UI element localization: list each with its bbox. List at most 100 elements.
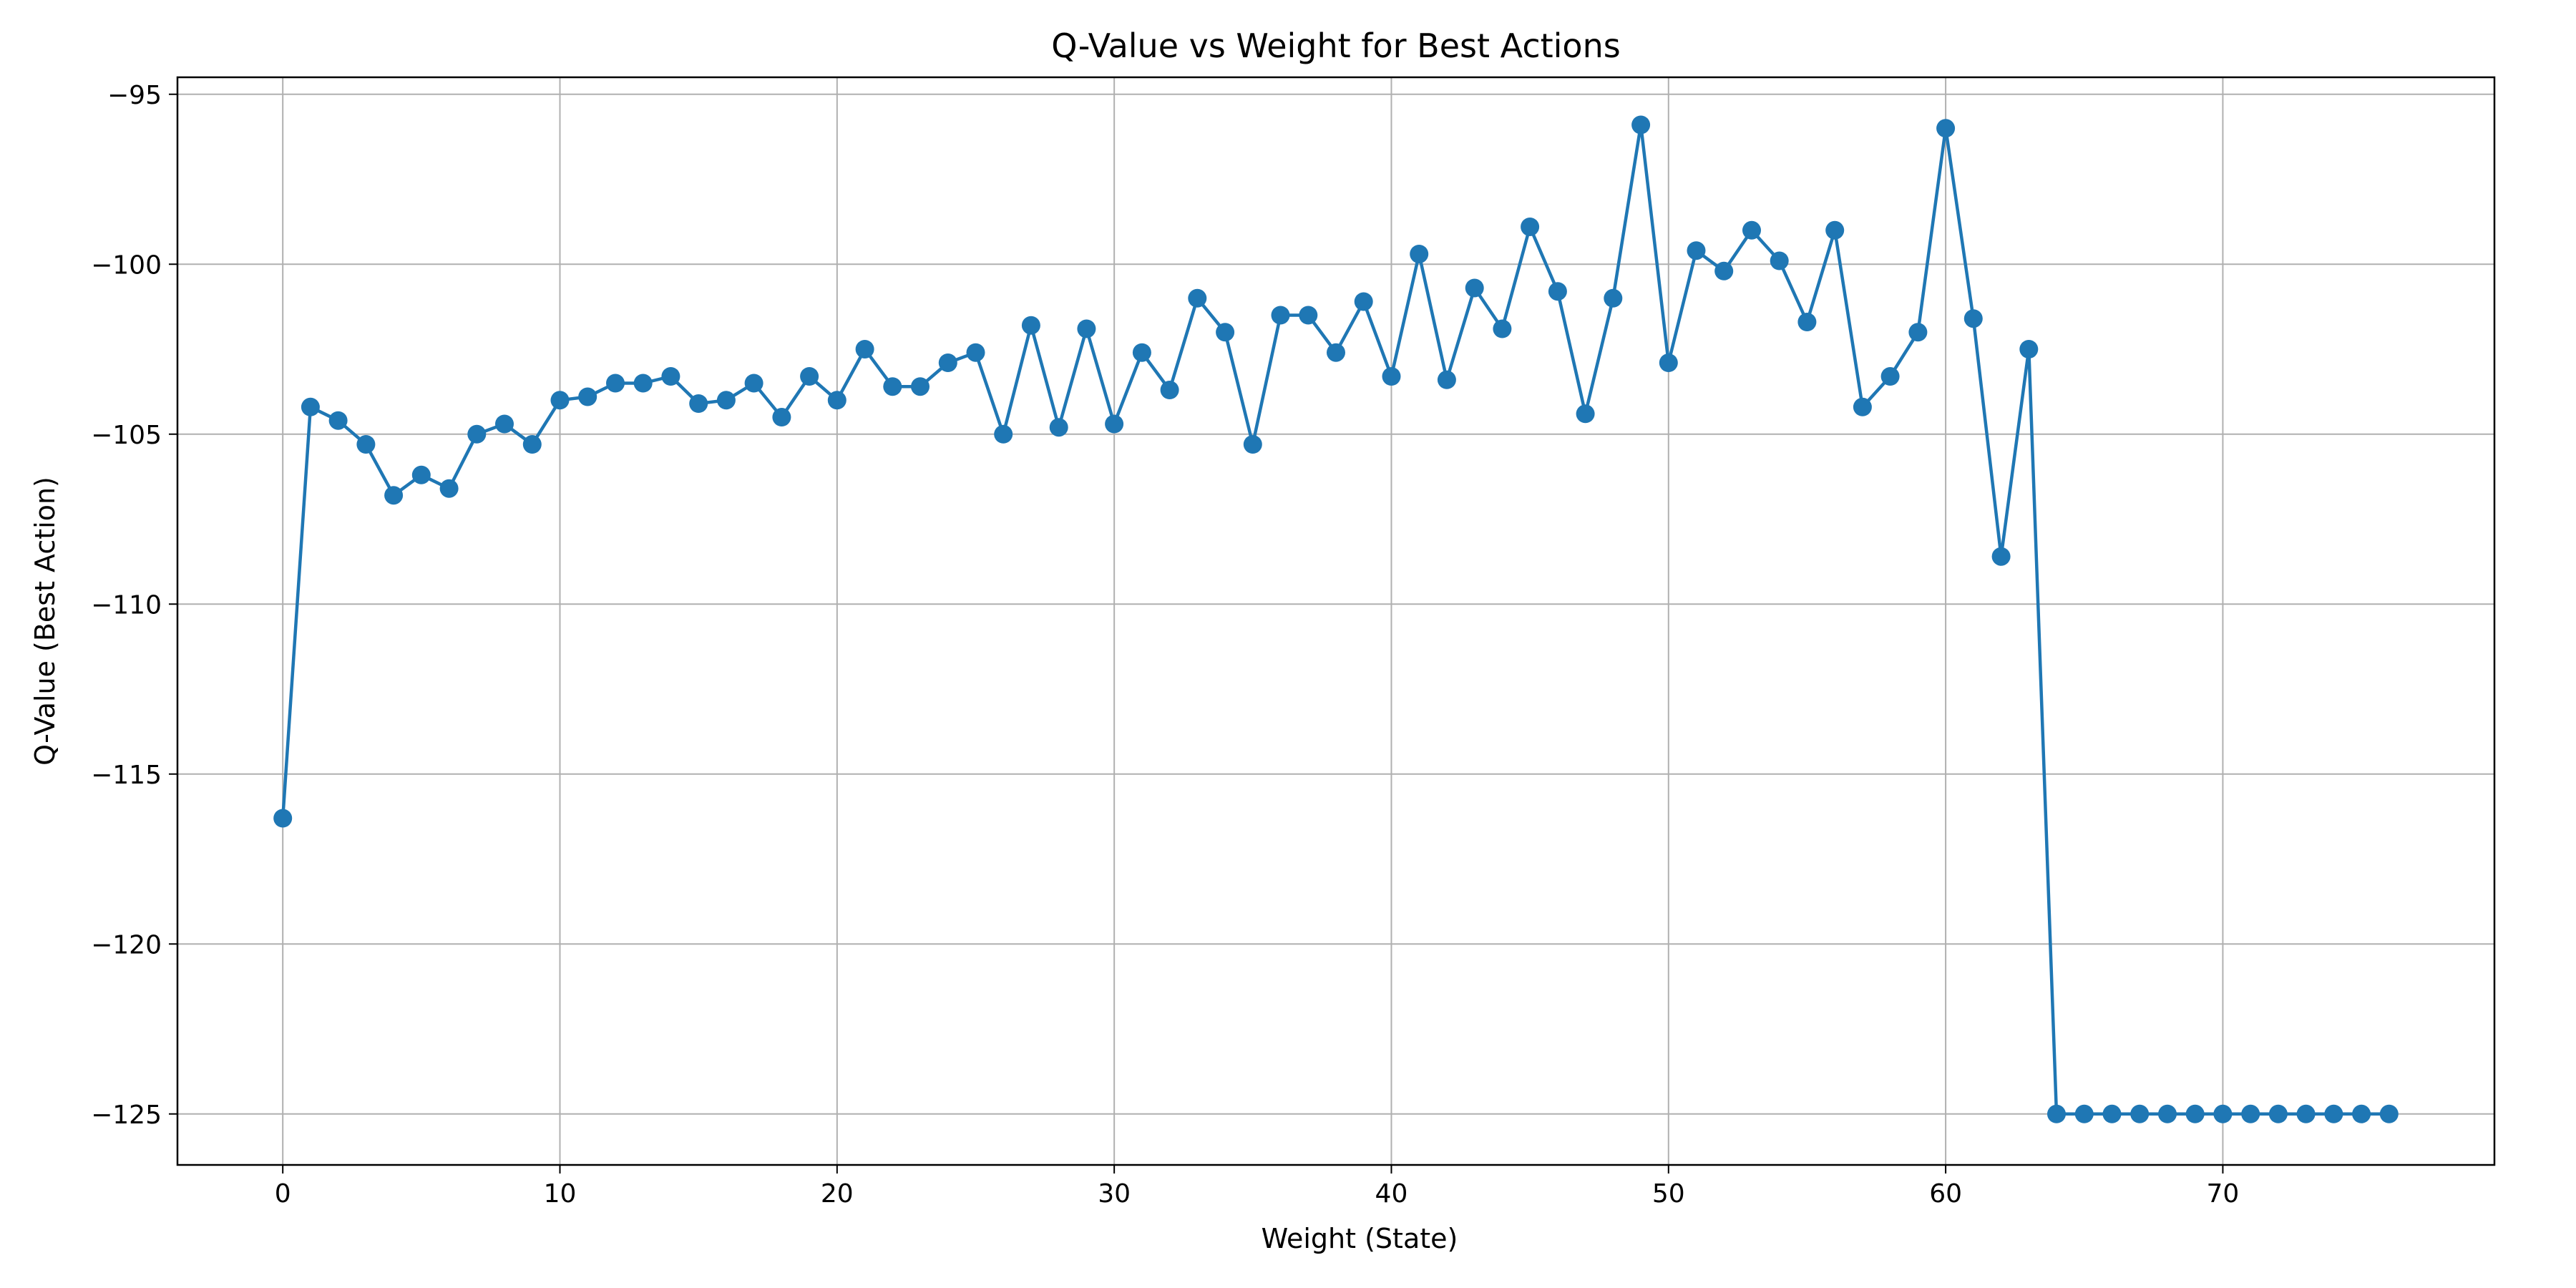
x-axis-label: Weight (State) <box>1262 1223 1458 1254</box>
data-point <box>883 377 902 396</box>
data-point <box>1327 343 1345 362</box>
data-point <box>772 408 791 426</box>
x-tick-label: 20 <box>821 1179 854 1209</box>
data-point <box>938 353 957 372</box>
data-point <box>1271 306 1290 325</box>
data-point <box>1576 404 1595 424</box>
data-point <box>744 374 763 393</box>
data-point <box>411 465 431 484</box>
data-point <box>2213 1104 2233 1123</box>
plot-frame <box>176 76 2496 1166</box>
data-point <box>1382 367 1401 386</box>
data-point <box>1021 316 1040 335</box>
data-point <box>2047 1104 2066 1123</box>
data-point <box>1770 251 1789 270</box>
data-point <box>2352 1104 2371 1123</box>
gridlines <box>177 77 2494 1165</box>
data-point <box>1797 313 1817 331</box>
data-point <box>606 374 625 393</box>
data-point <box>1687 241 1706 260</box>
y-tick-label: −125 <box>91 1101 162 1130</box>
chart-title: Q-Value vs Weight for Best Actions <box>1051 26 1620 65</box>
y-tick-label: −110 <box>91 590 162 620</box>
data-point <box>1216 323 1235 342</box>
data-point <box>661 367 680 386</box>
data-point <box>384 486 404 505</box>
data-point <box>1132 343 1151 362</box>
x-tick-label: 40 <box>1375 1179 1408 1209</box>
data-point <box>1299 306 1318 325</box>
data-point <box>1188 288 1207 308</box>
x-tick-label: 30 <box>1098 1179 1131 1209</box>
data-point <box>273 809 293 828</box>
data-point <box>911 377 930 396</box>
data-point <box>1437 370 1456 389</box>
data-point <box>467 424 487 444</box>
data-point <box>800 367 819 386</box>
data-point <box>439 479 459 498</box>
data-point <box>716 391 736 410</box>
ticks: 0 10 20 30 40 50 60 70 −95 −100 −105 −110 −115 −120 −1… <box>91 81 2239 1209</box>
data-point <box>966 343 985 362</box>
data-point <box>1548 282 1567 301</box>
data-point <box>1077 319 1096 338</box>
data-point <box>827 391 847 410</box>
data-point <box>2379 1104 2399 1123</box>
data-point <box>1521 218 1540 236</box>
data-point <box>2158 1104 2177 1123</box>
data-point <box>1659 353 1678 372</box>
data-point <box>1880 367 1900 386</box>
data-point <box>1825 220 1845 240</box>
data-point <box>1908 323 1928 342</box>
y-axis-label: Q-Value (Best Action) <box>29 477 61 766</box>
data-point <box>328 411 348 430</box>
data-point <box>2102 1104 2122 1123</box>
data-point <box>301 397 320 416</box>
y-tick-label: −105 <box>91 421 162 450</box>
data-point <box>994 424 1013 444</box>
data-point <box>1105 414 1124 434</box>
data-point <box>1936 119 1956 138</box>
data-point <box>2296 1104 2316 1123</box>
x-tick-label: 10 <box>544 1179 577 1209</box>
x-tick-label: 50 <box>1652 1179 1685 1209</box>
data-point <box>633 374 653 393</box>
data-point <box>550 391 570 410</box>
x-tick-label: 60 <box>1929 1179 1962 1209</box>
x-tick-label: 0 <box>275 1179 291 1209</box>
data-point <box>2241 1104 2260 1123</box>
data-point <box>495 414 514 434</box>
data-point <box>1160 381 1179 399</box>
data-point <box>2074 1104 2094 1123</box>
data-point <box>578 387 597 406</box>
series-1 <box>273 115 2399 1123</box>
data-point <box>2185 1104 2205 1123</box>
data-point <box>1853 397 1872 416</box>
data-point <box>2019 340 2039 358</box>
data-point <box>522 435 542 454</box>
data-point <box>1604 288 1623 308</box>
data-point <box>1465 278 1484 298</box>
data-point <box>2324 1104 2343 1123</box>
data-point <box>689 394 708 413</box>
data-point <box>1742 220 1761 240</box>
data-point <box>1493 319 1512 338</box>
data-point <box>1049 418 1068 437</box>
data-point <box>1354 292 1373 311</box>
y-tick-label: −120 <box>91 930 162 960</box>
data-point <box>1243 435 1262 454</box>
data-point <box>1991 547 2011 566</box>
data-point <box>356 435 376 454</box>
data-point <box>1714 261 1734 280</box>
x-tick-label: 70 <box>2207 1179 2240 1209</box>
y-tick-label: −100 <box>91 250 162 280</box>
data-point <box>2268 1104 2288 1123</box>
data-point <box>855 340 874 358</box>
data-point <box>2130 1104 2150 1123</box>
y-tick-label: −115 <box>91 761 162 790</box>
data-point <box>1631 115 1651 135</box>
data-point <box>1963 309 1983 328</box>
y-tick-label: −95 <box>107 81 162 110</box>
